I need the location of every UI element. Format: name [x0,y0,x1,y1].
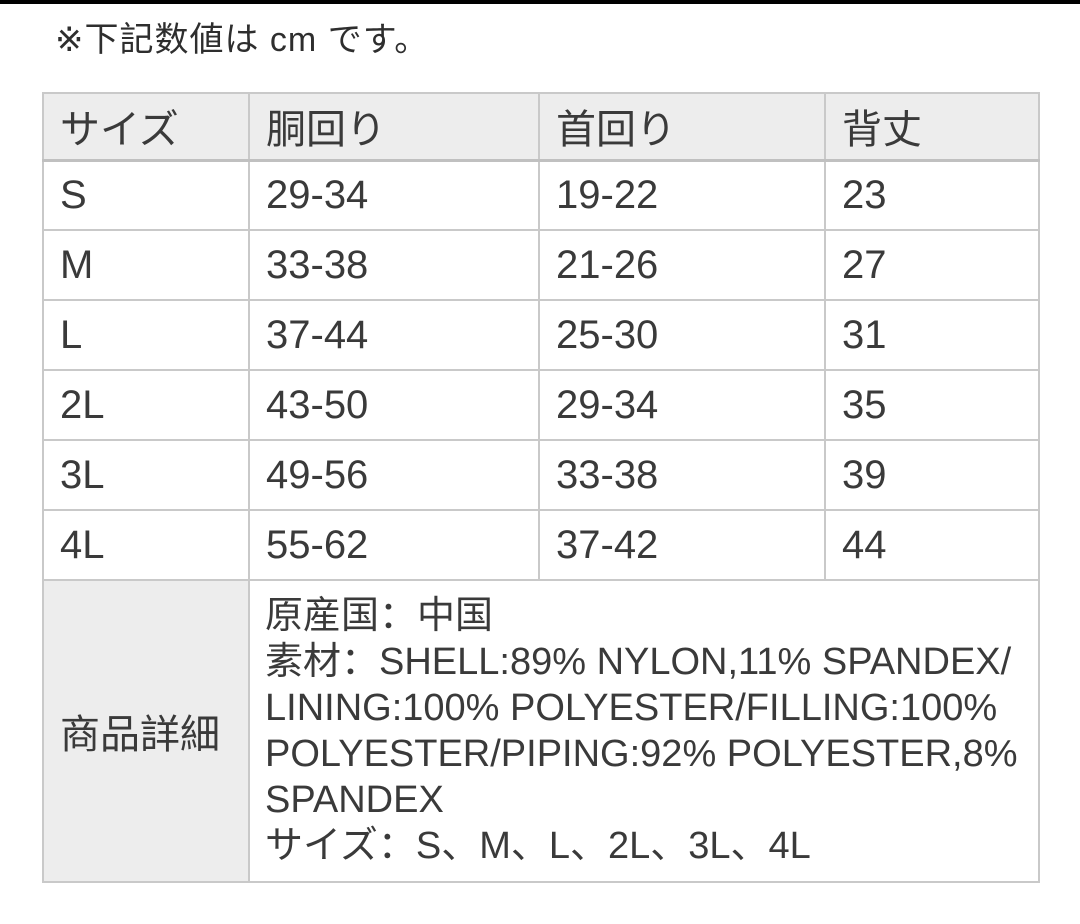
back-cell: 35 [824,369,1040,441]
table-row: 3L 49-56 33-38 39 [42,439,1040,511]
column-header-size: サイズ [42,92,250,162]
size-cell: M [42,229,250,301]
back-cell: 44 [824,509,1040,581]
product-details-content: 原産国：中国 素材：SHELL:89% NYLON,11% SPANDEX/LI… [248,579,1040,883]
table-row: L 37-44 25-30 31 [42,299,1040,371]
size-cell: 2L [42,369,250,441]
size-chart-table: サイズ 胴回り 首回り 背丈 S 29-34 19-22 23 M 33-38 … [42,92,1040,883]
size-cell: 4L [42,509,250,581]
waist-cell: 55-62 [248,509,540,581]
size-cell: S [42,159,250,231]
unit-note: ※下記数値は cm です。 [55,21,430,59]
back-cell: 39 [824,439,1040,511]
neck-cell: 25-30 [538,299,826,371]
table-row: S 29-34 19-22 23 [42,159,1040,231]
product-details-label: 商品詳細 [42,579,250,883]
table-row: 4L 55-62 37-42 44 [42,509,1040,581]
neck-cell: 37-42 [538,509,826,581]
back-cell: 23 [824,159,1040,231]
top-screen-edge-bar [0,0,1080,4]
waist-cell: 43-50 [248,369,540,441]
waist-cell: 49-56 [248,439,540,511]
size-cell: 3L [42,439,250,511]
waist-cell: 29-34 [248,159,540,231]
neck-cell: 21-26 [538,229,826,301]
back-cell: 31 [824,299,1040,371]
neck-cell: 33-38 [538,439,826,511]
table-row: M 33-38 21-26 27 [42,229,1040,301]
column-header-neck: 首回り [538,92,826,162]
back-cell: 27 [824,229,1040,301]
detail-line-sizes: サイズ：S、M、L、2L、3L、4L [265,825,811,867]
neck-cell: 29-34 [538,369,826,441]
size-cell: L [42,299,250,371]
column-header-waist: 胴回り [248,92,540,162]
table-header-row: サイズ 胴回り 首回り 背丈 [42,92,1040,162]
product-details-row: 商品詳細 原産国：中国 素材：SHELL:89% NYLON,11% SPAND… [42,579,1040,883]
waist-cell: 33-38 [248,229,540,301]
detail-line-origin: 原産国：中国 [265,595,494,637]
neck-cell: 19-22 [538,159,826,231]
table-row: 2L 43-50 29-34 35 [42,369,1040,441]
column-header-back: 背丈 [824,92,1040,162]
waist-cell: 37-44 [248,299,540,371]
detail-line-material: 素材：SHELL:89% NYLON,11% SPANDEX/LINING:10… [265,641,1018,821]
